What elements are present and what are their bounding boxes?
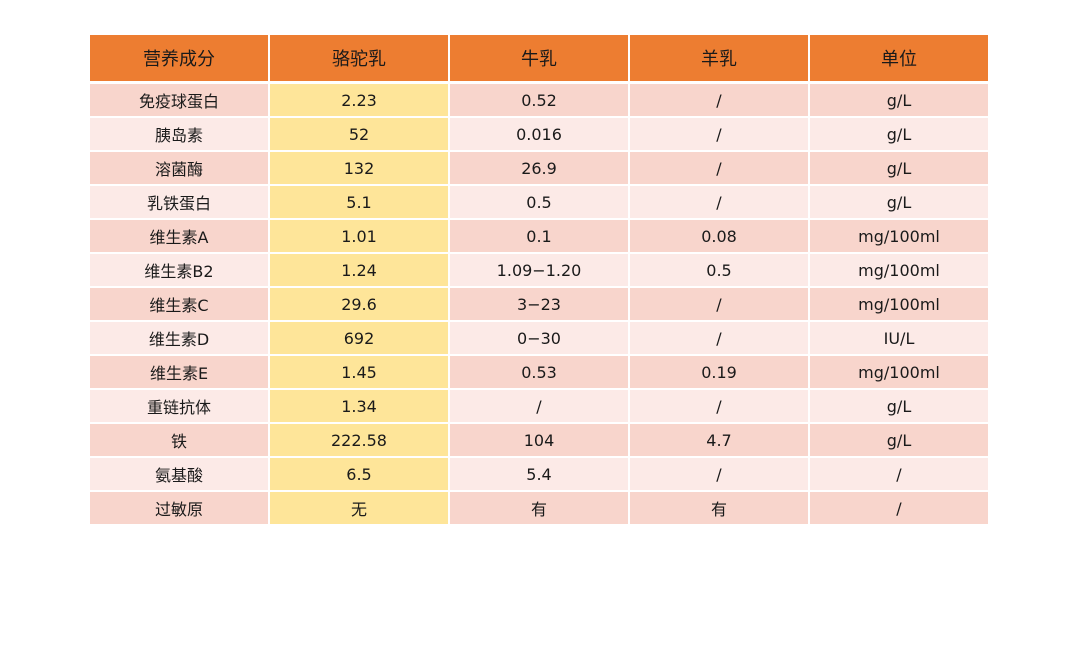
cell-goat-milk: / [630, 288, 808, 320]
cell-camel-milk: 6.5 [270, 458, 448, 490]
cell-unit: / [810, 458, 988, 490]
cell-camel-milk: 1.24 [270, 254, 448, 286]
header-nutrient: 营养成分 [90, 35, 268, 81]
cell-goat-milk: 有 [630, 492, 808, 524]
cell-goat-milk: / [630, 390, 808, 422]
table-row: 维生素C 29.6 3−23/mg/100ml [90, 288, 988, 320]
cell-nutrient: 铁 [90, 424, 268, 456]
table-header: 营养成分 骆驼乳 牛乳 羊乳 单位 [90, 35, 988, 81]
cell-unit: g/L [810, 84, 988, 116]
cell-unit: mg/100ml [810, 254, 988, 286]
table-row: 维生素D 692 0−30/IU/L [90, 322, 988, 354]
cell-camel-milk: 无 [270, 492, 448, 524]
cell-camel-milk: 2.23 [270, 84, 448, 116]
table-row: 氨基酸 6.5 5.4// [90, 458, 988, 490]
table-row: 铁 222.58 104 4.7 g/L [90, 424, 988, 456]
cell-camel-milk: 1.01 [270, 220, 448, 252]
cell-nutrient: 维生素C [90, 288, 268, 320]
cell-unit: / [810, 492, 988, 524]
table-row: 过敏原无有有 / [90, 492, 988, 524]
cell-camel-milk: 1.45 [270, 356, 448, 388]
cell-camel-milk: 5.1 [270, 186, 448, 218]
cell-unit: mg/100ml [810, 220, 988, 252]
table-row: 免疫球蛋白 2.23 0.52/g/L [90, 84, 988, 116]
cell-cow-milk: 26.9 [450, 152, 628, 184]
cell-goat-milk: 0.19 [630, 356, 808, 388]
cell-unit: g/L [810, 118, 988, 150]
cell-goat-milk: 4.7 [630, 424, 808, 456]
cell-cow-milk: 5.4 [450, 458, 628, 490]
table-body: 免疫球蛋白 2.23 0.52/g/L 胰岛素 52 0.016/g/L 溶菌酶 132 26.… [90, 84, 988, 524]
cell-goat-milk: 0.5 [630, 254, 808, 286]
cell-unit: mg/100ml [810, 356, 988, 388]
header-cow-milk: 牛乳 [450, 35, 628, 81]
cell-nutrient: 重链抗体 [90, 390, 268, 422]
cell-nutrient: 维生素B2 [90, 254, 268, 286]
cell-unit: IU/L [810, 322, 988, 354]
cell-unit: g/L [810, 424, 988, 456]
cell-nutrient: 维生素E [90, 356, 268, 388]
cell-nutrient: 免疫球蛋白 [90, 84, 268, 116]
cell-nutrient: 氨基酸 [90, 458, 268, 490]
cell-cow-milk: 0−30 [450, 322, 628, 354]
cell-goat-milk: / [630, 186, 808, 218]
header-camel-milk: 骆驼乳 [270, 35, 448, 81]
cell-nutrient: 溶菌酶 [90, 152, 268, 184]
cell-camel-milk: 29.6 [270, 288, 448, 320]
header-goat-milk: 羊乳 [630, 35, 808, 81]
cell-nutrient: 胰岛素 [90, 118, 268, 150]
cell-cow-milk: 0.52 [450, 84, 628, 116]
nutrition-comparison-table: 营养成分 骆驼乳 牛乳 羊乳 单位 免疫球蛋白 2.23 0.52/g/L 胰岛素 52 0.01… [90, 35, 988, 526]
cell-cow-milk: 0.5 [450, 186, 628, 218]
cell-cow-milk: 有 [450, 492, 628, 524]
cell-unit: g/L [810, 390, 988, 422]
cell-camel-milk: 1.34 [270, 390, 448, 422]
table-row: 胰岛素 52 0.016/g/L [90, 118, 988, 150]
cell-cow-milk: 0.016 [450, 118, 628, 150]
cell-unit: mg/100ml [810, 288, 988, 320]
cell-cow-milk: 3−23 [450, 288, 628, 320]
cell-unit: g/L [810, 186, 988, 218]
table-row: 溶菌酶 132 26.9/g/L [90, 152, 988, 184]
cell-cow-milk: / [450, 390, 628, 422]
cell-cow-milk: 1.09−1.20 [450, 254, 628, 286]
cell-goat-milk: / [630, 84, 808, 116]
cell-goat-milk: / [630, 458, 808, 490]
cell-goat-milk: / [630, 118, 808, 150]
cell-goat-milk: / [630, 152, 808, 184]
cell-goat-milk: 0.08 [630, 220, 808, 252]
table-row: 维生素E 1.45 0.53 0.19 mg/100ml [90, 356, 988, 388]
cell-nutrient: 过敏原 [90, 492, 268, 524]
cell-nutrient: 乳铁蛋白 [90, 186, 268, 218]
header-unit: 单位 [810, 35, 988, 81]
table-row: 重链抗体 1.34// g/L [90, 390, 988, 422]
cell-nutrient: 维生素D [90, 322, 268, 354]
cell-camel-milk: 132 [270, 152, 448, 184]
cell-camel-milk: 222.58 [270, 424, 448, 456]
cell-goat-milk: / [630, 322, 808, 354]
table-row: 维生素B2 1.24 1.09−1.20 0.5 mg/100ml [90, 254, 988, 286]
cell-cow-milk: 104 [450, 424, 628, 456]
table-row: 乳铁蛋白 5.1 0.5/g/L [90, 186, 988, 218]
cell-cow-milk: 0.1 [450, 220, 628, 252]
table-row: 维生素A 1.01 0.1 0.08 mg/100ml [90, 220, 988, 252]
cell-camel-milk: 52 [270, 118, 448, 150]
cell-nutrient: 维生素A [90, 220, 268, 252]
cell-camel-milk: 692 [270, 322, 448, 354]
cell-unit: g/L [810, 152, 988, 184]
cell-cow-milk: 0.53 [450, 356, 628, 388]
